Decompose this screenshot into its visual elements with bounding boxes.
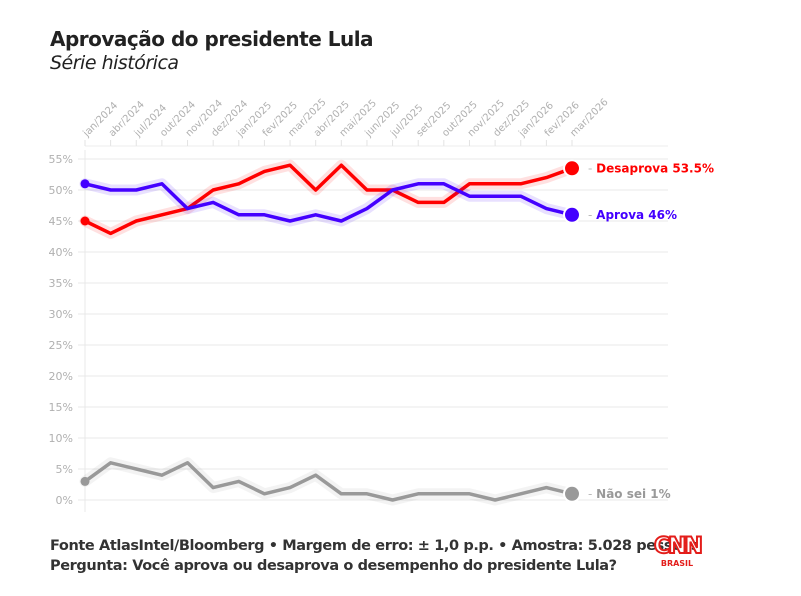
y-tick-label: 25% (49, 339, 73, 352)
y-tick-label: 0% (56, 494, 73, 507)
series-start-point (80, 216, 90, 226)
y-tick-label: 50% (49, 184, 73, 197)
x-axis: jan/2024abr/2024jul/2024out/2024nov/2024… (81, 97, 611, 146)
series-end-point (565, 486, 579, 501)
cnn-brasil-logo: CNN BRASIL (653, 534, 704, 572)
series-line-2 (83, 461, 573, 502)
y-tick-label: 35% (49, 277, 73, 290)
logo-sub: BRASIL (660, 559, 694, 568)
chart-subtitle: Série histórica (50, 52, 179, 74)
logo-brand: CNN (653, 534, 704, 559)
y-tick-label: 5% (56, 463, 73, 476)
series-end-label: - Não sei 1% (588, 487, 671, 501)
end-labels: - Desaprova 53.5% - Aprova 46% - Não sei 1… (588, 161, 714, 501)
y-tick-label: 45% (49, 215, 73, 228)
series-end-point (565, 161, 579, 176)
y-tick-label: 55% (49, 153, 73, 166)
question-note: Pergunta: Você aprova ou desaprova o des… (50, 558, 617, 574)
series-lines (79, 159, 581, 506)
series-start-point (80, 179, 90, 189)
series-start-point (80, 476, 90, 486)
series-line-1 (84, 182, 573, 223)
gridlines (78, 145, 668, 512)
y-tick-label: 15% (49, 401, 73, 414)
series-end-point (565, 207, 579, 222)
source-note: Fonte AtlasIntel/Bloomberg • Margem de e… (50, 538, 700, 554)
y-tick-label: 30% (49, 308, 73, 321)
y-tick-label: 10% (49, 432, 73, 445)
series-line-0 (84, 163, 573, 236)
series-end-label: - Desaprova 53.5% (588, 161, 714, 175)
y-tick-label: 40% (49, 246, 73, 259)
y-axis: 0% 5% 10% 15% 20% 25% 30% 35% 40% 45% 50% 55% (49, 153, 73, 507)
series-halo-2 (79, 457, 578, 506)
y-tick-label: 20% (49, 370, 73, 383)
series-end-label: - Aprova 46% (588, 208, 677, 222)
chart-title: Aprovação do presidente Lula (50, 27, 374, 51)
